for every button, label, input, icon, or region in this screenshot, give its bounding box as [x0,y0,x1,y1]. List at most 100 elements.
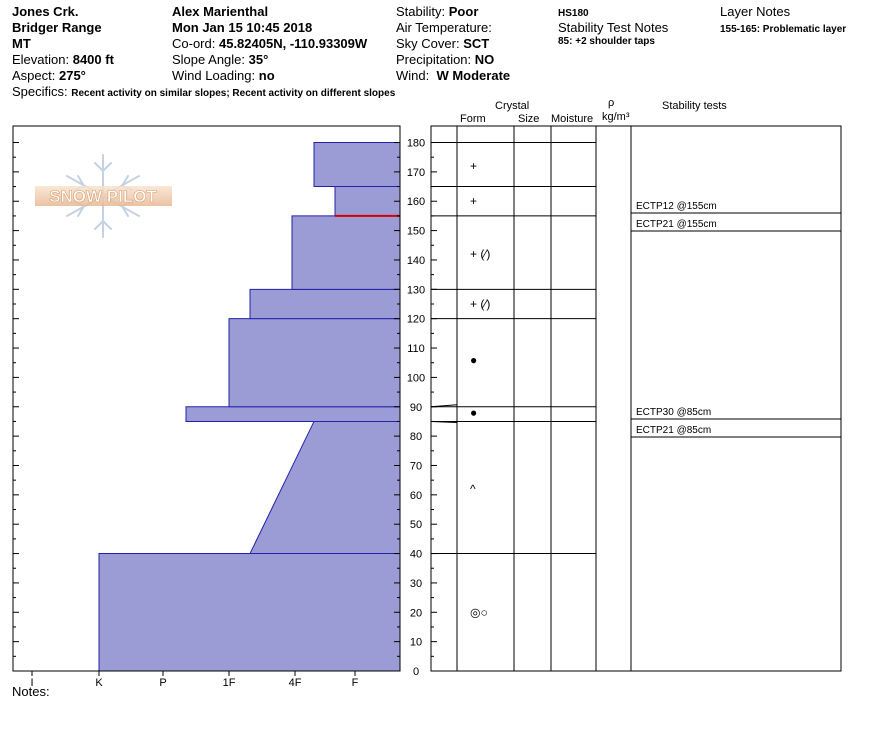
height-tick-label: 180 [407,138,425,150]
location: Jones Crk. [12,4,79,19]
stability-tests-header: Stability tests [662,100,727,112]
precip-row: Precipitation: NO [396,52,494,67]
height-axis: 0 10 20 30 40 50 60 70 80 90 100 110 120 130 140 150 160… [394,138,437,678]
hardness-layer-3 [185,406,401,422]
height-tick-label: 120 [407,314,425,326]
mountain-range: Bridger Range [12,20,102,35]
hardness-tick-label: I [30,677,33,689]
elevation-label: Elevation: [12,52,70,67]
height-tick-label: 0 [413,666,419,678]
specifics-value: Recent activity on similar slopes; Recen… [71,88,396,99]
height-tick-label: 100 [407,372,425,384]
sky-row: Sky Cover: SCT [396,36,489,51]
crystal-form-symbol: + [470,159,477,173]
height-tick-label: 50 [410,519,422,531]
height-tick-label: 40 [410,549,422,561]
size-header: Size [518,113,540,125]
wind-label: Wind: [396,68,430,83]
crystal-form-symbol: + (⁄) [470,297,490,311]
crystal-form-symbol: ◎○ [470,605,488,619]
density-rho-header: ρ [608,97,615,109]
layer-boundary-lines [430,142,596,672]
height-tick-label: 60 [410,490,422,502]
stability-value: Poor [448,4,479,19]
crystal-forms: + + + (⁄) + (⁄) ● ● ^ ◎○ [470,159,490,619]
hardness-layer-7 [334,186,401,217]
height-tick-label: 90 [410,402,422,414]
stability-notes-title: Stability Test Notes [558,20,669,35]
observer: Alex Marienthal [172,4,269,19]
wind-value: W Moderate [436,68,511,83]
hardness-tick-label: F [352,677,359,689]
height-tick-label: 110 [407,343,425,355]
crystal-form-symbol: ^ [470,482,476,496]
wind-loading-row: Wind Loading: no [172,68,275,83]
elevation-value: 8400 ft [72,52,114,67]
height-tick-label: 70 [410,460,422,472]
layer-table-frame [430,125,842,672]
crystal-form-symbol: + (⁄) [470,247,490,261]
hardness-tick-label: P [159,677,166,689]
height-tick-label: 130 [407,284,425,296]
layer-notes: 155-165: Problematic layer [720,24,847,35]
crystal-header: Crystal [495,100,530,112]
hardness-plot-ticks [13,142,19,672]
hardness-plot-frame [12,125,401,672]
specifics-label: Specifics: [12,84,68,99]
stability-label: Stability: [396,4,446,19]
aspect-row: Aspect: 275° [12,68,86,83]
hardness-tick-label: 1F [223,677,236,689]
precip-label: Precipitation: [396,52,472,67]
density-unit-header: kg/m³ [602,111,630,123]
height-tick-label: 20 [410,607,422,619]
specifics-row: Specifics: Recent activity on similar sl… [12,84,395,101]
hardness-tick-label: 4F [289,677,302,689]
stability-test-label: ECTP30 @85cm [636,407,711,418]
hardness-layers [98,142,401,672]
hardness-layer-8 [313,142,401,188]
state: MT [12,36,31,51]
stability-notes: 85: +2 shoulder taps [558,36,655,47]
crystal-form-symbol: ● [470,353,477,367]
slope-row: Slope Angle: 35° [172,52,268,67]
crystal-form-symbol: + [470,194,477,208]
hardness-axis: I K P 1F 4F F [30,671,359,689]
height-tick-label: 10 [410,637,422,649]
height-tick-label: 140 [407,255,425,267]
aspect-value: 275° [58,68,86,83]
hardness-layer-6 [291,215,401,290]
layer-notes-title: Layer Notes [720,4,791,19]
crystal-form-symbol: ● [470,406,477,420]
coord-row: Co-ord: 45.82405N, -110.93309W [172,36,367,51]
height-tick-label: 150 [407,226,425,238]
hs-value: HS180 [558,8,589,19]
height-tick-label: 170 [407,167,425,179]
form-header: Form [460,113,486,125]
air-temp-label: Air Temperature: [396,20,492,35]
wind-row: Wind: W Moderate [396,68,510,83]
sky-label: Sky Cover: [396,36,460,51]
precip-value: NO [474,52,495,67]
elevation-row: Elevation: 8400 ft [12,52,114,67]
slope-value: 35° [248,52,269,67]
stability-test-label: ECTP21 @85cm [636,425,711,436]
aspect-label: Aspect: [12,68,56,83]
hardness-layer-4 [228,318,401,408]
hardness-layer-1 [98,553,401,672]
table-column-lines [456,126,632,671]
height-tick-label: 160 [407,196,425,208]
sky-value: SCT [463,36,490,51]
slope-label: Slope Angle: [172,52,246,67]
height-tick-label: 80 [410,431,422,443]
stability-test-results: ECTP12 @155cm ECTP21 @155cm ECTP30 @85cm EC… [631,201,841,438]
height-tick-label: 30 [410,578,422,590]
boundary-connector [430,420,458,423]
datetime: Mon Jan 15 10:45 2018 [172,20,313,35]
stability-row: Stability: Poor [396,4,478,19]
hardness-tick-label: K [95,677,103,689]
hardness-layer-2 [249,420,401,555]
snowpilot-logo-text: SNOW PILOT [49,187,157,206]
boundary-connector [430,404,458,408]
coord-label: Co-ord: [172,36,216,51]
